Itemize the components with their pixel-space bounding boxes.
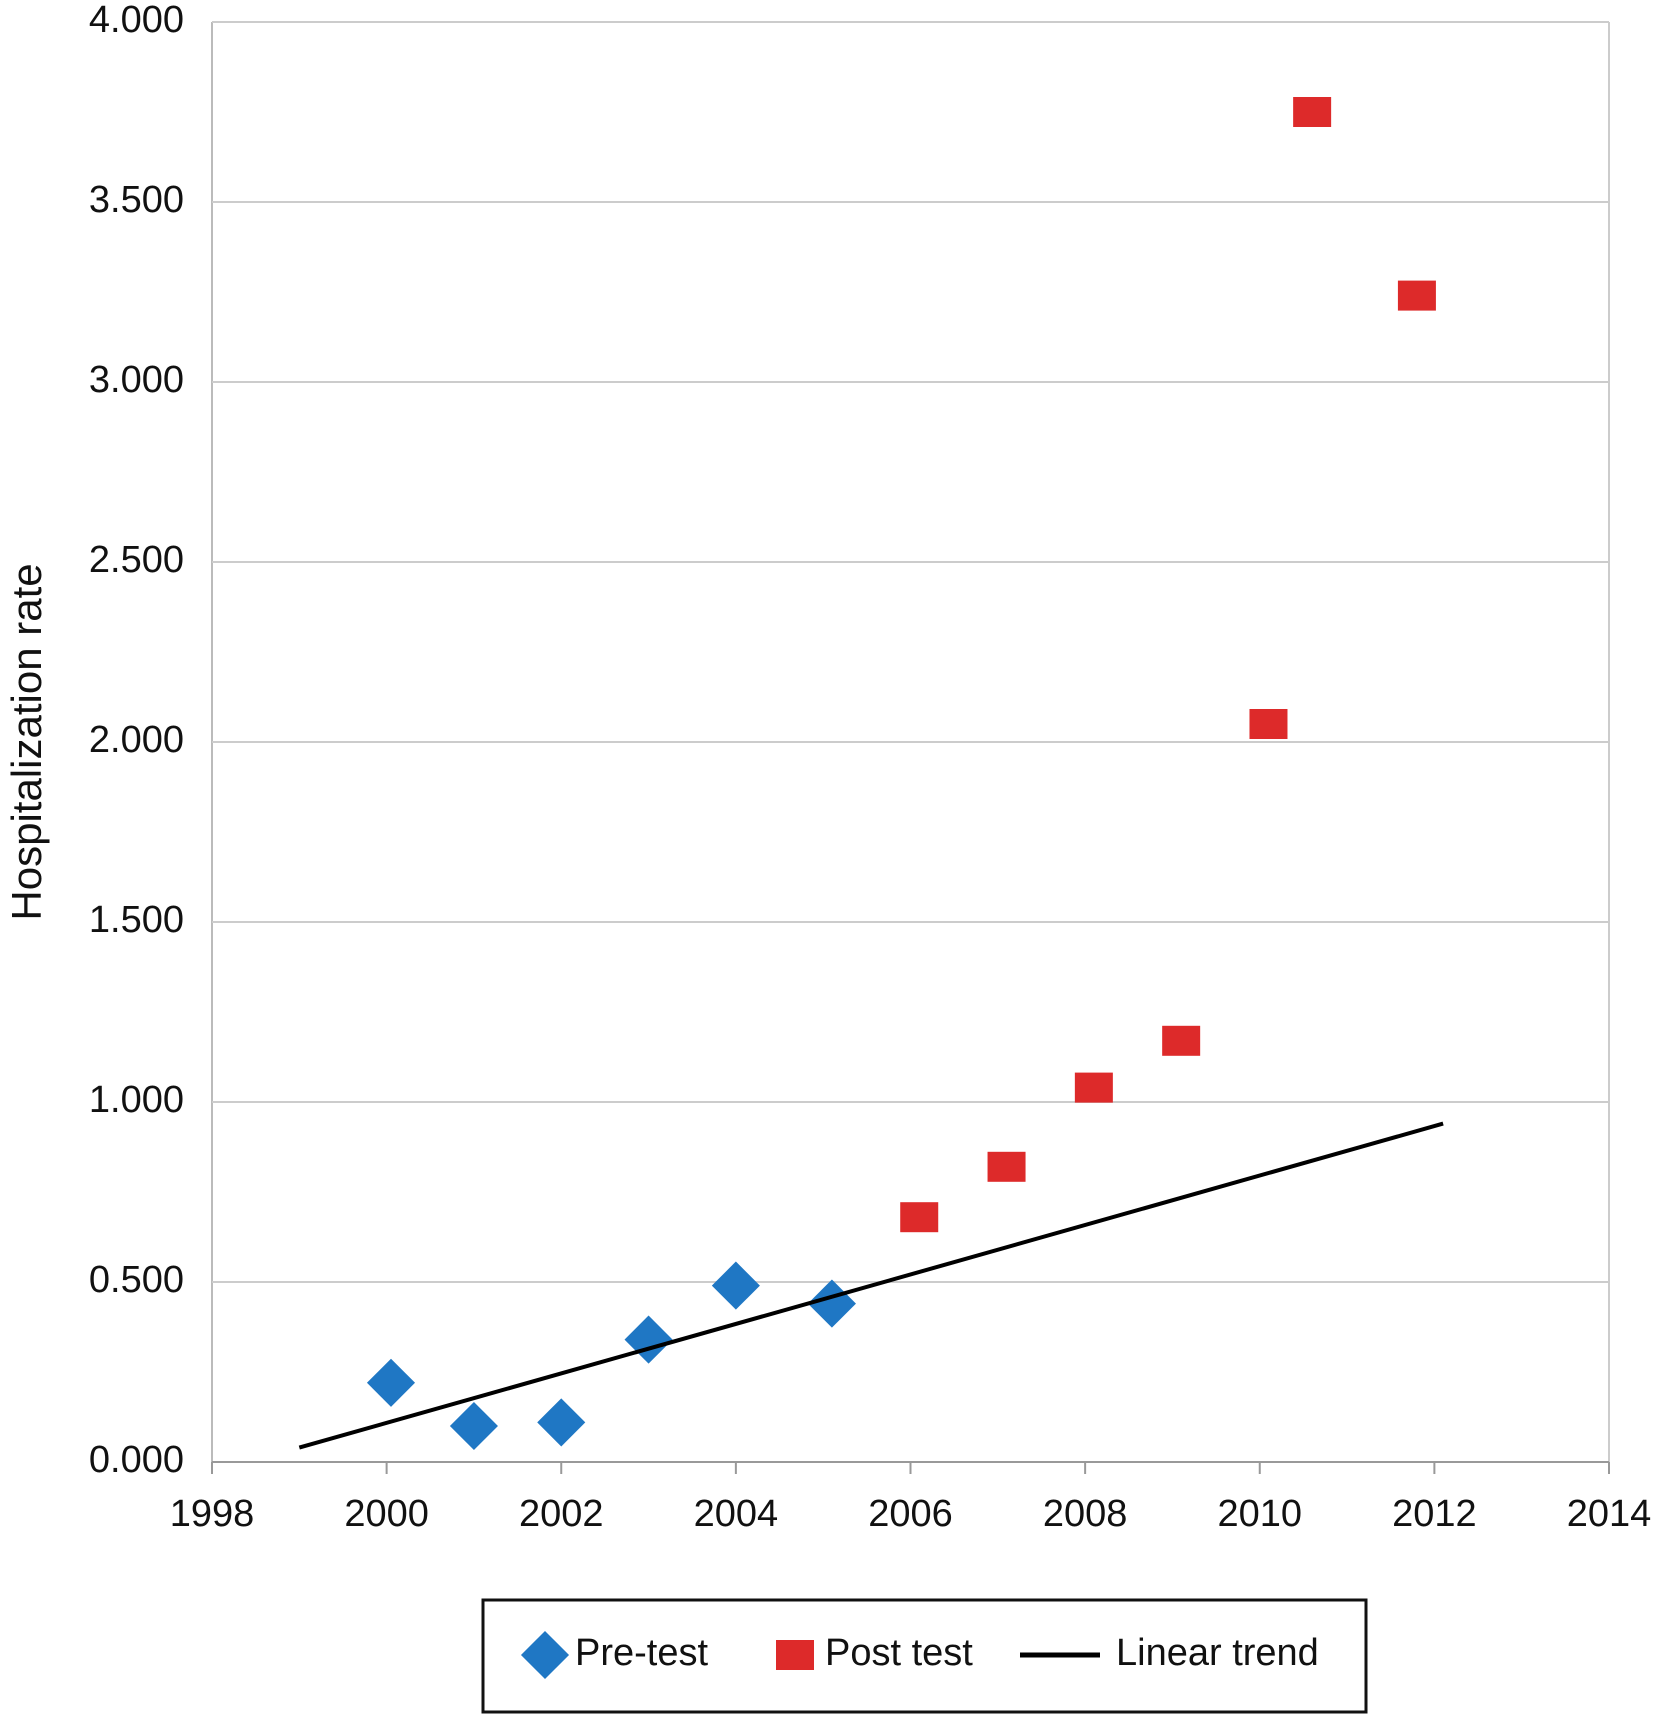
y-tick-label: 3.000	[89, 359, 184, 401]
x-tick-label: 2008	[1043, 1493, 1128, 1535]
legend-label: Linear trend	[1116, 1632, 1319, 1674]
point	[366, 1358, 416, 1407]
legend-swatch	[520, 1630, 570, 1680]
y-tick-label: 4.000	[89, 0, 184, 41]
x-tick-label: 2002	[519, 1493, 604, 1535]
y-tick-label: 1.000	[89, 1079, 184, 1121]
point	[537, 1398, 586, 1447]
point	[1293, 97, 1332, 127]
point	[449, 1401, 498, 1451]
x-tick-label: 1998	[170, 1493, 255, 1535]
point	[1162, 1025, 1201, 1056]
y-axis-title: Hospitalization rate	[3, 563, 50, 920]
point	[900, 1202, 939, 1233]
x-tick-label: 2004	[694, 1493, 779, 1535]
y-tick-label: 1.500	[89, 899, 184, 941]
y-tick-label: 2.000	[89, 719, 184, 761]
point	[624, 1315, 673, 1364]
y-tick-label: 0.500	[89, 1259, 184, 1301]
point	[1249, 709, 1288, 739]
x-tick-label: 2012	[1392, 1493, 1477, 1535]
point	[807, 1279, 856, 1328]
point	[711, 1261, 760, 1310]
point	[1074, 1072, 1113, 1103]
x-tick-label: 2000	[344, 1493, 429, 1535]
point	[987, 1151, 1026, 1182]
y-tick-label: 3.500	[89, 179, 184, 221]
y-tick-label: 0.000	[89, 1439, 184, 1481]
x-tick-label: 2014	[1567, 1493, 1652, 1535]
legend-swatch	[776, 1640, 814, 1670]
y-tick-label: 2.500	[89, 539, 184, 581]
legend-label: Pre-test	[575, 1632, 708, 1674]
legend-label: Post test	[825, 1632, 973, 1674]
legend-box	[481, 1598, 1368, 1714]
x-tick-label: 2010	[1217, 1493, 1302, 1535]
x-tick-label: 2006	[868, 1493, 953, 1535]
point	[1397, 280, 1436, 311]
trend-line	[298, 1121, 1444, 1450]
